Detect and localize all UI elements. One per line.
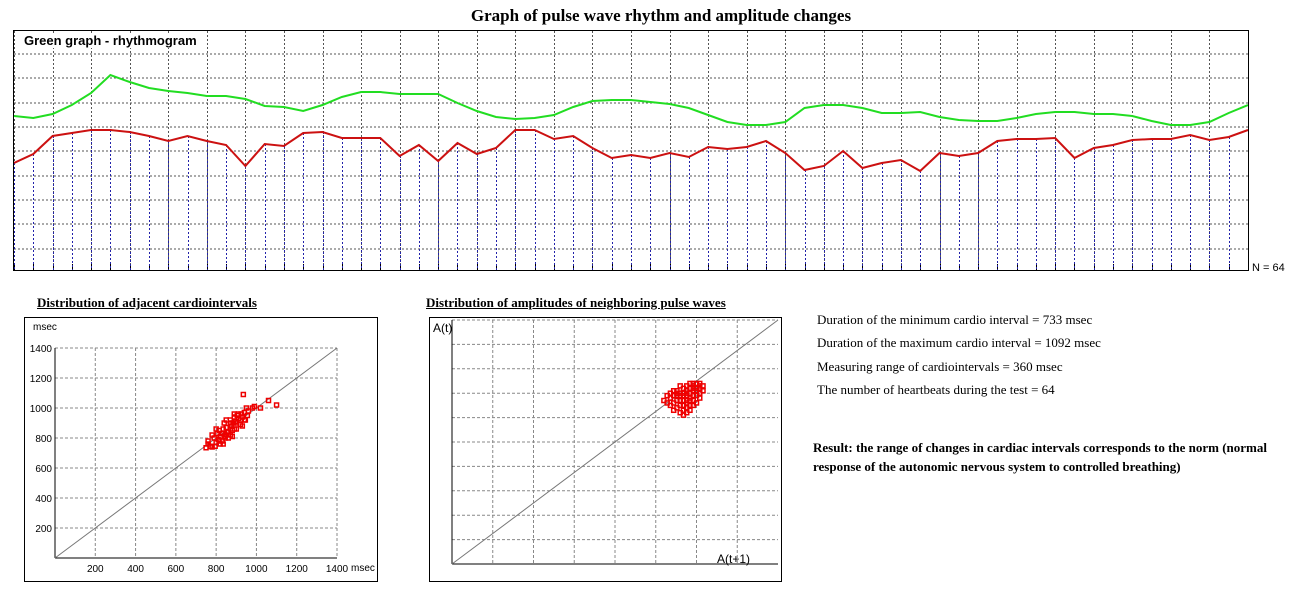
data-point: [209, 432, 215, 438]
data-point: [244, 412, 251, 419]
data-point: [683, 390, 690, 396]
data-point: [221, 433, 227, 440]
amplitudes-scatter-title: Distribution of amplitudes of neighborin…: [426, 295, 726, 310]
data-point: [265, 397, 272, 404]
data-point: [209, 444, 215, 450]
cardiointervals-scatter-chart: msec msec 200 400 600 800 1000 1200 1400 200 400…: [30, 322, 375, 575]
data-point: [239, 423, 246, 429]
data-point: [212, 443, 218, 449]
data-point: [687, 407, 693, 414]
data-point: [677, 402, 683, 409]
data-point: [216, 438, 222, 444]
x-tick-label: 800: [208, 564, 225, 575]
y-tick-label: 800: [35, 434, 52, 445]
beat-count-label: N = 64: [1252, 262, 1285, 274]
x-tick-label: 200: [87, 564, 104, 575]
identity-line: [451, 319, 779, 565]
y-tick-label: 600: [35, 464, 52, 475]
amplitudes-scatter-panel: A(t) A(t+1): [429, 317, 782, 582]
data-point: [227, 426, 233, 432]
y-tick-label: 1200: [30, 374, 53, 385]
stat-range: Measuring range of cardiointervals = 360…: [817, 359, 1063, 374]
y-axis-label: A(t): [433, 321, 452, 335]
data-point: [680, 407, 687, 414]
data-point: [205, 438, 211, 444]
data-point: [667, 402, 674, 409]
data-point: [251, 403, 258, 410]
y-tick-label: 1400: [30, 344, 53, 355]
data-point: [667, 390, 674, 396]
y-tick-label: 400: [35, 494, 52, 505]
amplitude-series-line: [13, 129, 1249, 173]
rhythmogram-label: Green graph - rhythmogram: [22, 33, 199, 48]
data-point: [227, 420, 233, 426]
stat-max-interval: Duration of the maximum cardio interval …: [817, 335, 1101, 350]
cardiointervals-scatter-title: Distribution of adjacent cardiointervals: [37, 295, 257, 310]
data-point: [690, 383, 696, 389]
data-point: [220, 441, 226, 447]
data-point: [223, 417, 229, 423]
data-point: [674, 397, 680, 404]
data-point: [217, 441, 223, 447]
x-axis-label: A(t+1): [717, 552, 750, 566]
data-point: [697, 380, 703, 387]
data-point: [241, 417, 248, 423]
data-point: [687, 397, 693, 404]
rhythm-series-line: [13, 73, 1249, 126]
result-text: Result: the range of changes in cardiac …: [813, 440, 1267, 474]
rhythmogram-panel: [13, 30, 1249, 271]
rhythmogram-chart: [13, 31, 1249, 270]
data-point: [273, 402, 280, 408]
data-point: [245, 408, 252, 414]
x-tick-label: 1400: [326, 564, 349, 575]
data-point: [240, 391, 247, 398]
data-point: [257, 405, 264, 411]
cardiointervals-scatter-panel: msec msec 200 400 600 800 1000 1200 1400 200 400…: [24, 317, 378, 582]
data-point: [233, 420, 240, 426]
y-tick-label: 200: [35, 524, 52, 535]
stat-heartbeats: The number of heartbeats during the test…: [817, 382, 1055, 397]
x-tick-label: 1200: [286, 564, 309, 575]
y-unit-label: msec: [33, 322, 57, 333]
page-title: Graph of pulse wave rhythm and amplitude…: [470, 6, 852, 25]
data-point: [227, 432, 233, 438]
data-point: [690, 402, 696, 409]
amplitudes-scatter-chart: A(t) A(t+1): [433, 319, 779, 566]
x-tick-label: 400: [127, 564, 144, 575]
x-unit-label: msec: [351, 563, 375, 574]
stat-min-interval: Duration of the minimum cardio interval …: [817, 312, 1093, 327]
data-point: [674, 390, 680, 396]
x-tick-label: 600: [168, 564, 185, 575]
data-point: [213, 426, 219, 432]
identity-line: [54, 347, 338, 559]
y-tick-label: 1000: [30, 404, 53, 415]
data-point: [231, 411, 238, 417]
x-tick-label: 1000: [245, 564, 268, 575]
data-point: [697, 390, 703, 396]
